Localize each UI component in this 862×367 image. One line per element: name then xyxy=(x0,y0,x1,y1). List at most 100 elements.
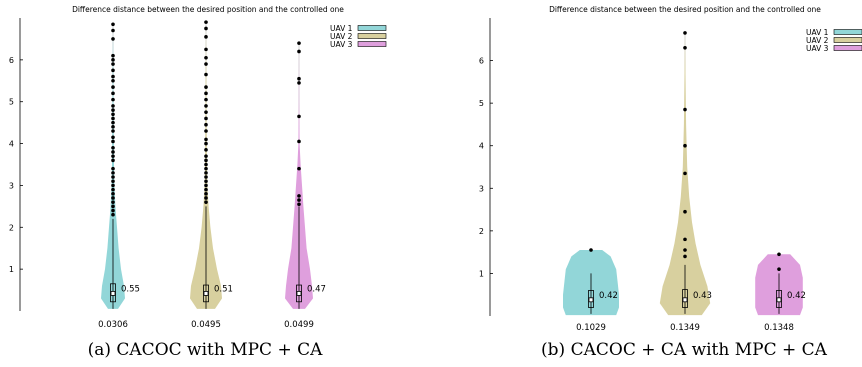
outlier-point xyxy=(297,49,301,54)
outlier-point xyxy=(111,212,115,217)
outlier-point xyxy=(111,145,115,150)
outlier-point xyxy=(204,122,208,127)
outlier-point xyxy=(297,202,301,207)
outlier-point xyxy=(204,20,208,24)
outlier-point xyxy=(204,62,208,66)
outlier-point xyxy=(297,114,301,119)
category-label: 0.0499 xyxy=(284,320,314,330)
outlier-point xyxy=(111,68,115,73)
median-marker xyxy=(588,297,594,303)
outlier-point xyxy=(111,116,115,121)
outlier-point xyxy=(204,104,208,108)
outlier-point xyxy=(204,166,208,171)
violin-group-3: 0.42 0.1348 xyxy=(755,252,806,333)
outlier-point xyxy=(297,81,301,85)
outlier-point xyxy=(297,41,301,45)
mean-label: 0.47 xyxy=(307,284,326,294)
mean-label: 0.43 xyxy=(693,291,712,301)
outlier-point xyxy=(204,47,208,52)
outlier-point xyxy=(204,200,208,204)
outlier-point xyxy=(204,183,208,188)
mean-label: 0.51 xyxy=(214,284,233,294)
median-marker xyxy=(776,297,782,303)
outlier-point xyxy=(204,148,208,152)
panel-a: Difference distance between the desired … xyxy=(9,5,387,360)
outlier-point xyxy=(297,166,301,171)
outlier-point xyxy=(204,187,208,192)
outlier-point xyxy=(111,129,115,133)
outlier-point xyxy=(111,91,115,96)
outlier-point xyxy=(111,200,115,204)
outlier-point xyxy=(111,183,115,188)
outlier-point xyxy=(683,254,687,259)
outlier-point xyxy=(111,97,115,102)
legend-label: UAV 1 xyxy=(330,24,353,33)
mean-label: 0.42 xyxy=(599,291,618,301)
outlier-point xyxy=(297,198,301,202)
median-marker xyxy=(682,297,688,303)
outlier-point xyxy=(204,158,208,163)
y-tick-label: 2 xyxy=(9,223,14,232)
y-tick-label: 5 xyxy=(9,98,14,107)
y-tick-label: 6 xyxy=(479,57,484,66)
y-tick-label: 1 xyxy=(479,269,484,278)
outlier-point xyxy=(683,248,687,252)
outlier-point xyxy=(111,62,115,66)
violin-group-2: 0.43 0.1349 xyxy=(659,31,712,333)
outlier-point xyxy=(297,194,301,198)
category-label: 0.0306 xyxy=(98,320,128,330)
outlier-point xyxy=(111,150,115,154)
violin-group-1: 0.55 0.0306 xyxy=(98,22,140,330)
outlier-point xyxy=(297,139,301,144)
median-marker xyxy=(296,291,302,296)
violin-group-3: 0.47 0.0499 xyxy=(284,41,326,330)
figure-caption: (a) CACOC with MPC + CA xyxy=(88,340,324,360)
outlier-point xyxy=(589,248,593,252)
outlier-point xyxy=(204,55,208,60)
outlier-point xyxy=(111,125,115,129)
legend-label: UAV 1 xyxy=(806,28,829,37)
violin-group-2: 0.51 0.0495 xyxy=(190,20,233,330)
chart-title: Difference distance between the desired … xyxy=(72,5,344,14)
outlier-point xyxy=(111,120,115,125)
outlier-point xyxy=(204,35,208,39)
outlier-point xyxy=(204,192,208,196)
outlier-point xyxy=(111,204,115,209)
outlier-point xyxy=(111,187,115,192)
figure-caption: (b) CACOC + CA with MPC + CA xyxy=(541,340,828,360)
outlier-point xyxy=(111,78,115,83)
legend-label: UAV 3 xyxy=(330,40,353,49)
outlier-point xyxy=(204,137,208,142)
outlier-point xyxy=(204,171,208,175)
outlier-point xyxy=(204,162,208,167)
outlier-point xyxy=(111,208,115,213)
outlier-point xyxy=(777,267,781,271)
outlier-point xyxy=(111,154,115,158)
outlier-point xyxy=(111,104,115,108)
iqr-box xyxy=(776,290,782,308)
outlier-point xyxy=(683,46,687,50)
median-marker xyxy=(110,291,116,296)
outlier-point xyxy=(111,28,115,33)
y-tick-label: 2 xyxy=(479,227,484,236)
outlier-point xyxy=(683,209,687,214)
legend-label: UAV 3 xyxy=(806,44,829,53)
legend-label: UAV 2 xyxy=(806,36,829,45)
legend-label: UAV 2 xyxy=(330,32,353,41)
outlier-point xyxy=(204,141,208,146)
violin-body xyxy=(101,24,125,309)
outlier-point xyxy=(111,135,115,140)
outlier-point xyxy=(683,237,687,242)
outlier-point xyxy=(111,37,115,41)
outlier-point xyxy=(204,85,208,89)
outlier-point xyxy=(204,72,208,77)
outlier-point xyxy=(111,175,115,179)
violin-body xyxy=(285,43,313,309)
outlier-point xyxy=(111,53,115,58)
y-tick-label: 1 xyxy=(9,265,14,274)
outlier-point xyxy=(111,74,115,79)
y-tick-label: 6 xyxy=(9,56,14,65)
outlier-point xyxy=(111,179,115,184)
mean-label: 0.42 xyxy=(787,291,806,301)
